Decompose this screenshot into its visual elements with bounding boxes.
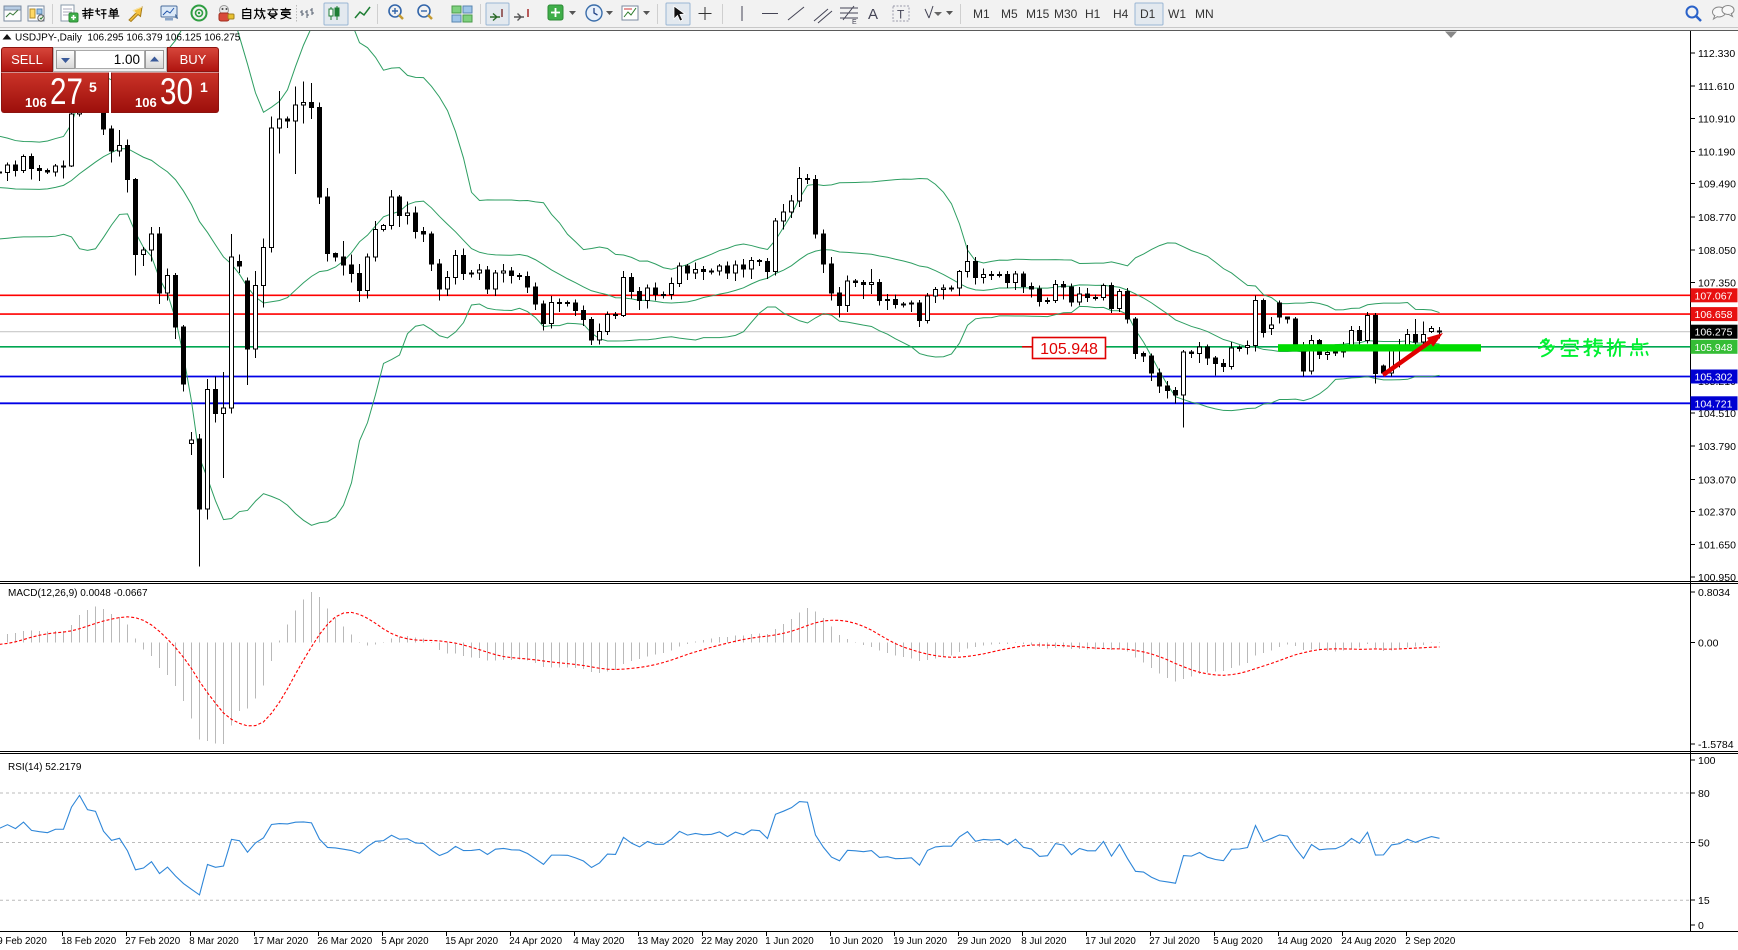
svg-text:19 Jun 2020: 19 Jun 2020	[893, 936, 947, 947]
svg-text:18 Feb 2020: 18 Feb 2020	[61, 936, 117, 947]
svg-text:110.190: 110.190	[1698, 147, 1735, 159]
svg-text:USDJPY-,Daily 106.295 106.379: USDJPY-,Daily 106.295 106.379 106.125 10…	[15, 33, 241, 44]
svg-text:9 Feb 2020: 9 Feb 2020	[0, 936, 47, 947]
svg-text:D1: D1	[1140, 7, 1156, 21]
svg-text:27 Jul 2020: 27 Jul 2020	[1149, 936, 1200, 947]
svg-text:0.8034: 0.8034	[1698, 587, 1730, 599]
svg-text:E: E	[852, 19, 857, 26]
svg-text:-1.5784: -1.5784	[1698, 739, 1734, 751]
svg-text:17 Jul 2020: 17 Jul 2020	[1085, 936, 1136, 947]
svg-text:W1: W1	[1168, 7, 1186, 21]
svg-text:107.350: 107.350	[1698, 277, 1736, 289]
svg-text:101.650: 101.650	[1698, 540, 1736, 552]
svg-text:24 Apr 2020: 24 Apr 2020	[509, 936, 562, 947]
svg-text:0: 0	[1698, 920, 1704, 932]
svg-text:29 Jun 2020: 29 Jun 2020	[957, 936, 1011, 947]
svg-text:14 Aug 2020: 14 Aug 2020	[1277, 936, 1333, 947]
svg-text:104.721: 104.721	[1695, 398, 1733, 410]
svg-text:8 Jul 2020: 8 Jul 2020	[1021, 936, 1067, 947]
svg-text:105.948: 105.948	[1695, 342, 1733, 354]
svg-text:27 Feb 2020: 27 Feb 2020	[125, 936, 181, 947]
svg-text:4 May 2020: 4 May 2020	[573, 936, 625, 947]
svg-text:100: 100	[1698, 755, 1716, 767]
svg-text:103.070: 103.070	[1698, 474, 1736, 486]
svg-text:H1: H1	[1085, 7, 1101, 21]
svg-text:112.330: 112.330	[1698, 48, 1735, 60]
svg-text:0.00: 0.00	[1698, 638, 1719, 650]
svg-text:17 Mar 2020: 17 Mar 2020	[253, 936, 309, 947]
svg-text:104.510: 104.510	[1698, 408, 1736, 420]
svg-text:H4: H4	[1113, 7, 1129, 21]
svg-text:109.490: 109.490	[1698, 179, 1736, 191]
svg-text:107.067: 107.067	[1695, 290, 1733, 302]
svg-text:RSI(14) 52.2179: RSI(14) 52.2179	[8, 762, 82, 773]
svg-text:A: A	[868, 6, 878, 23]
svg-text:5 Apr 2020: 5 Apr 2020	[381, 936, 429, 947]
svg-text:M30: M30	[1054, 7, 1078, 21]
svg-text:8 Mar 2020: 8 Mar 2020	[189, 936, 239, 947]
svg-text:2 Sep 2020: 2 Sep 2020	[1405, 936, 1456, 947]
svg-text:105.948: 105.948	[1040, 341, 1098, 358]
svg-text:MN: MN	[1195, 7, 1214, 21]
svg-text:111.610: 111.610	[1698, 81, 1735, 93]
svg-text:103.790: 103.790	[1698, 441, 1736, 453]
svg-text:26 Mar 2020: 26 Mar 2020	[317, 936, 373, 947]
svg-text:M15: M15	[1026, 7, 1050, 21]
svg-text:15: 15	[1698, 895, 1710, 907]
svg-text:M5: M5	[1001, 7, 1018, 21]
svg-text:10 Jun 2020: 10 Jun 2020	[829, 936, 883, 947]
svg-text:22 May 2020: 22 May 2020	[701, 936, 758, 947]
svg-text:5 Aug 2020: 5 Aug 2020	[1213, 936, 1263, 947]
svg-text:24 Aug 2020: 24 Aug 2020	[1341, 936, 1397, 947]
svg-text:MACD(12,26,9) 0.0048 -0.0667: MACD(12,26,9) 0.0048 -0.0667	[8, 588, 148, 599]
svg-text:105.302: 105.302	[1695, 372, 1733, 384]
svg-text:108.050: 108.050	[1698, 245, 1736, 257]
svg-text:102.370: 102.370	[1698, 507, 1736, 519]
svg-text:50: 50	[1698, 838, 1710, 850]
svg-text:T: T	[897, 8, 905, 22]
svg-text:100.950: 100.950	[1698, 572, 1736, 584]
svg-text:15 Apr 2020: 15 Apr 2020	[445, 936, 498, 947]
svg-text:M1: M1	[973, 7, 990, 21]
svg-text:1 Jun 2020: 1 Jun 2020	[765, 936, 814, 947]
svg-text:110.910: 110.910	[1698, 113, 1735, 125]
svg-text:106.275: 106.275	[1695, 327, 1733, 339]
svg-text:108.770: 108.770	[1698, 212, 1736, 224]
svg-text:106.658: 106.658	[1695, 309, 1733, 321]
svg-text:80: 80	[1698, 788, 1710, 800]
svg-text:13 May 2020: 13 May 2020	[637, 936, 694, 947]
